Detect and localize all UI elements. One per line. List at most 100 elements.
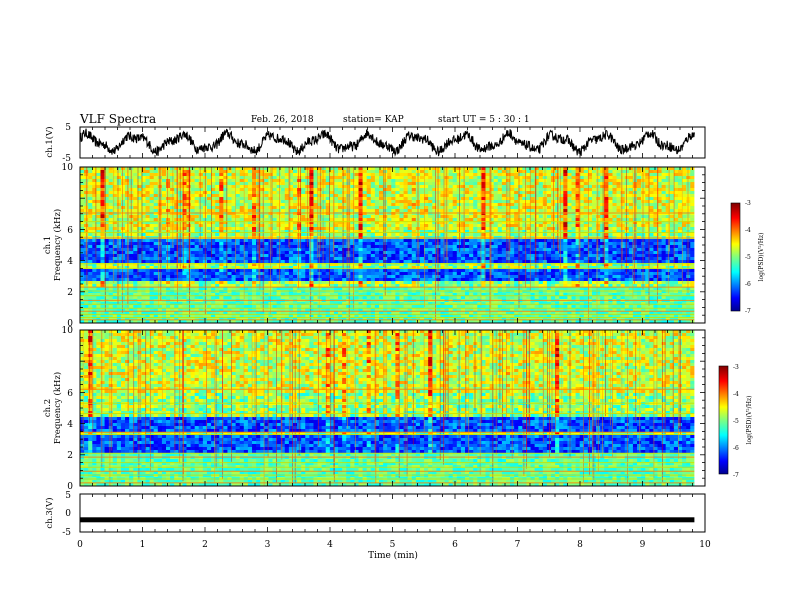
spectrogram-cell (215, 188, 220, 192)
spectrogram-cell (80, 218, 85, 222)
spectrogram-cell (231, 260, 237, 264)
spectrogram-cell (235, 305, 241, 309)
spectrogram-cell (88, 170, 93, 174)
spectrogram-cell (424, 263, 429, 267)
spectrogram-cell (145, 263, 151, 267)
spectrogram-cell (399, 317, 404, 321)
spectrogram-cell (206, 233, 212, 237)
spectrogram-cell (432, 194, 437, 198)
spectrogram-cell (231, 227, 237, 231)
spectrogram-cell (194, 311, 200, 315)
spectrogram-cell (239, 176, 245, 180)
spectrogram-cell (100, 176, 105, 180)
spectrogram-cell (309, 209, 314, 213)
spectrogram-cell (153, 176, 159, 180)
spectrogram-cell (354, 317, 359, 321)
spectrogram-cell (284, 182, 290, 186)
spectrogram-cell (157, 293, 163, 297)
spectrogram-cell (100, 224, 105, 228)
spectrogram-cell (272, 320, 277, 324)
spectrogram-cell (407, 278, 413, 282)
spectrogram-cell (305, 260, 310, 264)
spectrogram-cell (141, 287, 146, 291)
spectrogram-cell (252, 248, 257, 252)
spectrogram-cell (424, 302, 429, 306)
spectrogram-cell (448, 242, 454, 246)
spectrogram-cell (432, 272, 437, 276)
spectrogram-cell (170, 209, 175, 213)
spectrogram-cell (362, 281, 368, 285)
spectrogram-cell (211, 257, 216, 261)
spectrogram-cell (301, 311, 306, 315)
spectrogram-cell (424, 188, 429, 192)
spectrogram-cell (460, 218, 466, 222)
spectrogram-cell (149, 275, 155, 279)
spectrogram-cell (297, 290, 302, 294)
spectrogram-cell (370, 275, 376, 279)
spectrogram-cell (100, 260, 105, 264)
spectrogram-cell (211, 305, 216, 309)
spectrogram-cell (309, 317, 314, 321)
spectrogram-cell (366, 269, 372, 273)
spectrogram-cell (133, 194, 138, 198)
spectrogram-cell (243, 257, 249, 261)
spectrogram-cell (374, 188, 380, 192)
spectrogram-cell (125, 212, 130, 216)
spectrogram-cell (174, 290, 179, 294)
spectrogram-cell (399, 296, 404, 300)
spectrogram-cell (145, 287, 151, 291)
spectrogram-cell (174, 203, 179, 207)
spectrogram-cell (407, 233, 413, 237)
spectrogram-cell (444, 281, 450, 285)
spectrogram-cell (96, 203, 101, 207)
spectrogram-cell (116, 272, 122, 276)
spectrogram-cell (120, 281, 126, 285)
spectrogram-cell (436, 266, 441, 270)
spectrogram-cell (137, 194, 142, 198)
spectrogram-cell (80, 185, 85, 189)
spectrogram-cell (137, 287, 142, 291)
spectrogram-cell (395, 173, 400, 177)
spectrogram-cell (182, 317, 187, 321)
spectrogram-cell (313, 281, 318, 285)
spectrogram-cell (133, 281, 138, 285)
spectrogram-cell (387, 224, 392, 228)
spectrogram-cell (272, 290, 277, 294)
spectrogram-cell (366, 281, 372, 285)
spectrogram-cell (215, 287, 220, 291)
spectrogram-cell (354, 170, 359, 174)
spectrogram-cell (338, 251, 343, 255)
spectrogram-cell (317, 194, 323, 198)
spectrogram-cell (280, 293, 286, 297)
spectrogram-cell (313, 302, 318, 306)
spectrogram-cell (190, 206, 196, 210)
spectrogram-cell (313, 188, 318, 192)
spectrogram-cell (292, 209, 298, 213)
spectrogram-cell (329, 218, 335, 222)
spectrogram-cell (149, 311, 155, 315)
spectrogram-cell (456, 260, 462, 264)
spectrogram-cell (366, 212, 372, 216)
spectrogram-cell (419, 305, 425, 309)
spectrogram-cell (419, 296, 425, 300)
spectrogram-cell (292, 266, 298, 270)
spectrogram-cell (284, 284, 290, 288)
spectrogram-cell (215, 251, 220, 255)
spectrogram-cell (292, 224, 298, 228)
spectrogram-cell (354, 224, 359, 228)
spectrogram-cell (424, 260, 429, 264)
spectrogram-cell (436, 305, 441, 309)
spectrogram-cell (374, 305, 380, 309)
spectrogram-cell (333, 281, 339, 285)
spectrogram-cell (317, 275, 323, 279)
spectrogram-cell (411, 230, 417, 234)
spectrogram-cell (215, 248, 220, 252)
spectrogram-cell (309, 251, 314, 255)
spectrogram-cell (342, 251, 347, 255)
spectrogram-cell (342, 191, 347, 195)
spectrogram-cell (235, 194, 241, 198)
spectrogram-cell (100, 245, 105, 249)
spectrogram-cell (137, 221, 142, 225)
spectrogram-cell (100, 221, 105, 225)
spectrogram-cell (198, 197, 204, 201)
